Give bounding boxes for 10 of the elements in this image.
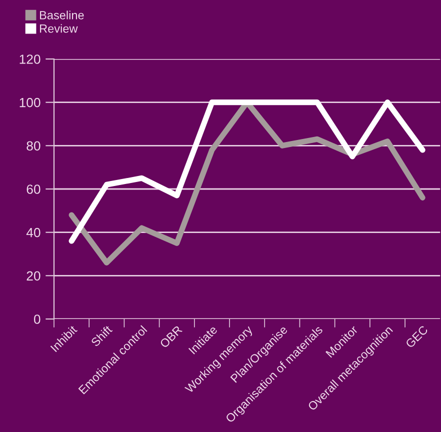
- y-tick-label: 60: [26, 184, 40, 194]
- legend-label: Review: [40, 24, 78, 33]
- y-tick-label: 80: [26, 141, 40, 151]
- x-tick-label: Shift: [90, 324, 113, 348]
- y-tick-label: 100: [20, 98, 40, 108]
- y-tick-label: 120: [20, 54, 40, 64]
- y-tick-label: 0: [34, 314, 40, 324]
- legend-label: Baseline: [40, 10, 84, 20]
- y-tick-label: 40: [26, 228, 40, 238]
- y-tick-label: 20: [26, 271, 40, 281]
